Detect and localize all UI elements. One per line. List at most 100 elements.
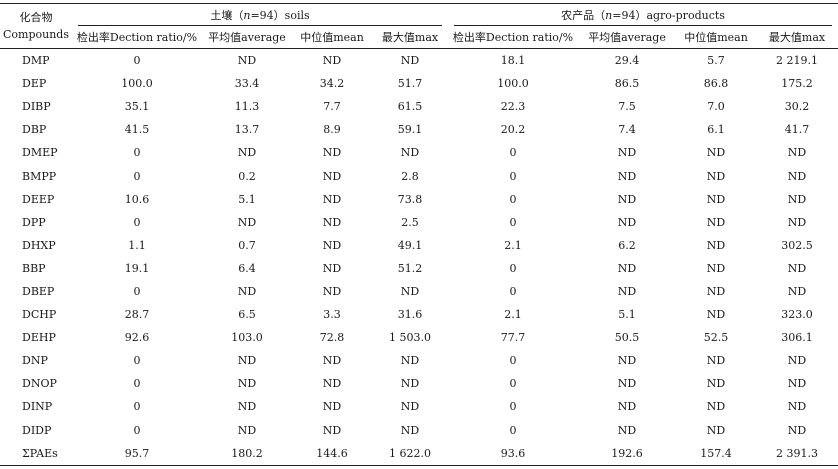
value-cell: ND <box>400 146 420 160</box>
value-cell: 95.7 <box>72 441 202 466</box>
compound-cell: DPP <box>22 215 46 229</box>
table-row: DNOP 0 ND ND ND 0 ND ND ND <box>0 372 838 395</box>
value-cell: ND <box>787 169 807 183</box>
agro-group-header: 农产品（n=94）agro-products <box>448 3 838 26</box>
table-body: DMP 0 ND ND ND 18.1 29.4 5.7 2 219.1 DEP 100.0 33.4… <box>0 49 838 466</box>
table-row: DEP 100.0 33.4 34.2 51.7 100.0 86.5 86.8 175.2 <box>0 72 838 95</box>
col-header-soil-max: 最大值max <box>372 26 449 49</box>
value-cell: 29.4 <box>614 54 640 68</box>
value-cell: ND <box>787 423 807 437</box>
value-cell: ND <box>617 192 637 206</box>
value-cell: ND <box>400 284 420 298</box>
value-cell: 8.9 <box>323 123 341 137</box>
table-row: DHXP 1.1 0.7 ND 49.1 2.1 6.2 ND 302.5 <box>0 234 838 257</box>
value-cell: ND <box>322 146 342 160</box>
compound-cell: DIBP <box>22 100 51 114</box>
col-header-agro-max: 最大值max <box>756 26 838 49</box>
compound-cell: DEHP <box>22 331 56 345</box>
value-cell: 100.0 <box>497 77 529 91</box>
value-cell: ND <box>617 354 637 368</box>
col-header-soil-median: 中位值mean <box>292 26 372 49</box>
value-cell: 0 <box>133 423 141 437</box>
value-cell: ND <box>787 215 807 229</box>
value-cell: 31.6 <box>397 308 423 322</box>
value-cell: 30.2 <box>784 100 810 114</box>
value-cell: 50.5 <box>614 331 640 345</box>
agro-group-n: n <box>605 8 613 22</box>
value-cell: 1 622.0 <box>372 441 449 466</box>
value-cell: 41.5 <box>124 123 150 137</box>
agro-group-cn: 农产品（ <box>561 8 606 22</box>
agro-group-rest: =94）agro-products <box>612 8 725 22</box>
value-cell: 1.1 <box>128 238 146 252</box>
value-cell: ND <box>322 354 342 368</box>
compound-header-cn: 化合物 <box>19 11 53 24</box>
compound-cell: DHXP <box>22 238 56 252</box>
value-cell: 0 <box>509 169 517 183</box>
compound-cell: DMEP <box>22 146 58 160</box>
table-row: BMPP 0 0.2 ND 2.8 0 ND ND ND <box>0 164 838 187</box>
value-cell: ND <box>400 423 420 437</box>
compound-cell: BBP <box>22 261 46 275</box>
col-header-soil-detection-ratio: 检出率Dection ratio/% <box>72 26 202 49</box>
value-cell: 0 <box>509 400 517 414</box>
value-cell: 73.8 <box>397 192 423 206</box>
value-cell: 0 <box>133 169 141 183</box>
value-cell: ND <box>322 238 342 252</box>
value-cell: 2 391.3 <box>756 441 838 466</box>
compound-cell: ΣPAEs <box>0 441 72 466</box>
compound-cell: DBP <box>22 123 47 137</box>
value-cell: 5.7 <box>707 54 725 68</box>
table-row: DEHP 92.6 103.0 72.8 1 503.0 77.7 50.5 52.5 306.… <box>0 326 838 349</box>
value-cell: ND <box>400 377 420 391</box>
value-cell: ND <box>237 146 257 160</box>
table-row: DNP 0 ND ND ND 0 ND ND ND <box>0 349 838 372</box>
soils-group-header: 土壤（n=94）soils <box>72 3 449 26</box>
value-cell: 0 <box>133 354 141 368</box>
value-cell: 0.7 <box>238 238 256 252</box>
value-cell: ND <box>237 54 257 68</box>
value-cell: 28.7 <box>124 308 150 322</box>
soils-group-rest: =94）soils <box>250 8 310 22</box>
value-cell: 5.1 <box>618 308 636 322</box>
value-cell: ND <box>237 215 257 229</box>
value-cell: 59.1 <box>397 123 423 137</box>
value-cell: ND <box>706 261 726 275</box>
value-cell: 6.5 <box>238 308 256 322</box>
value-cell: ND <box>322 192 342 206</box>
value-cell: 0 <box>509 215 517 229</box>
value-cell: ND <box>237 284 257 298</box>
compound-cell: DNP <box>22 354 48 368</box>
table-row: DEEP 10.6 5.1 ND 73.8 0 ND ND ND <box>0 188 838 211</box>
compound-cell: DNOP <box>22 377 57 391</box>
value-cell: ND <box>617 261 637 275</box>
value-cell: 2.1 <box>504 308 522 322</box>
value-cell: ND <box>617 423 637 437</box>
value-cell: 10.6 <box>124 192 150 206</box>
value-cell: ND <box>706 284 726 298</box>
value-cell: ND <box>237 423 257 437</box>
value-cell: 5.1 <box>238 192 256 206</box>
value-cell: 0 <box>133 146 141 160</box>
value-cell: 0 <box>133 400 141 414</box>
col-header-agro-median: 中位值mean <box>676 26 757 49</box>
value-cell: 61.5 <box>397 100 423 114</box>
value-cell: 51.7 <box>397 77 423 91</box>
compound-cell: BMPP <box>22 169 57 183</box>
value-cell: ND <box>322 169 342 183</box>
value-cell: 19.1 <box>124 261 150 275</box>
value-cell: ND <box>400 400 420 414</box>
value-cell: 0 <box>509 377 517 391</box>
value-cell: 0 <box>133 54 141 68</box>
value-cell: 93.6 <box>448 441 579 466</box>
value-cell: ND <box>322 284 342 298</box>
value-cell: ND <box>787 400 807 414</box>
value-cell: 77.7 <box>500 331 526 345</box>
value-cell: 18.1 <box>500 54 526 68</box>
value-cell: 192.6 <box>578 441 677 466</box>
value-cell: ND <box>617 215 637 229</box>
value-cell: 323.0 <box>781 308 813 322</box>
value-cell: ND <box>706 238 726 252</box>
value-cell: 51.2 <box>397 261 423 275</box>
